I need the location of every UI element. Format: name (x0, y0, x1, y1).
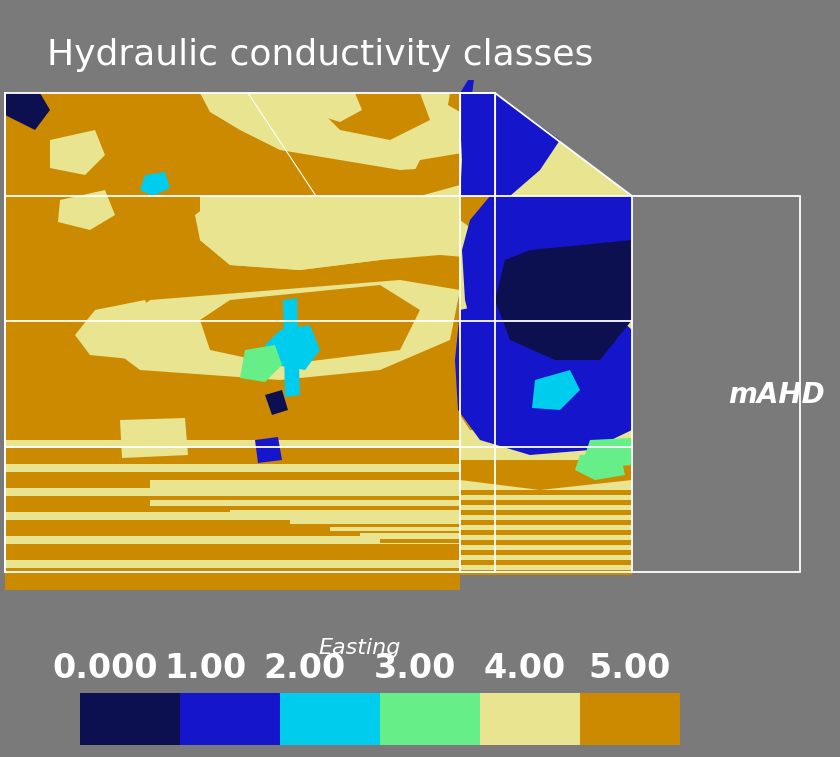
Polygon shape (460, 500, 632, 505)
Polygon shape (5, 93, 632, 196)
Polygon shape (100, 280, 460, 380)
Text: 0.000: 0.000 (52, 652, 158, 684)
Polygon shape (200, 93, 632, 196)
Polygon shape (200, 196, 460, 270)
Text: 1.00: 1.00 (164, 652, 246, 684)
Text: 2.00: 2.00 (264, 652, 346, 684)
Polygon shape (460, 490, 632, 495)
Polygon shape (460, 80, 474, 93)
Polygon shape (460, 196, 632, 572)
Polygon shape (5, 440, 460, 448)
Polygon shape (460, 550, 632, 555)
Polygon shape (495, 93, 632, 572)
Polygon shape (265, 325, 320, 370)
Polygon shape (580, 693, 680, 745)
Polygon shape (585, 438, 632, 468)
Polygon shape (460, 390, 632, 435)
Polygon shape (460, 93, 560, 196)
Polygon shape (290, 520, 460, 524)
Polygon shape (120, 418, 188, 458)
Polygon shape (330, 527, 460, 531)
Polygon shape (460, 520, 632, 525)
Polygon shape (462, 196, 632, 380)
Polygon shape (5, 93, 50, 130)
Polygon shape (460, 540, 632, 545)
Polygon shape (255, 437, 282, 463)
Polygon shape (320, 93, 430, 140)
Polygon shape (50, 130, 105, 175)
Polygon shape (460, 530, 632, 535)
Polygon shape (460, 460, 632, 490)
Polygon shape (360, 533, 460, 537)
Polygon shape (308, 93, 362, 122)
Polygon shape (150, 500, 460, 506)
Polygon shape (5, 560, 460, 568)
Text: 4.00: 4.00 (484, 652, 566, 684)
Polygon shape (180, 693, 280, 745)
Polygon shape (460, 196, 632, 240)
Polygon shape (575, 452, 625, 480)
Polygon shape (195, 175, 632, 270)
Text: 5.00: 5.00 (589, 652, 671, 684)
Polygon shape (283, 298, 300, 397)
Polygon shape (80, 693, 180, 745)
Polygon shape (5, 572, 460, 590)
Polygon shape (5, 196, 632, 572)
Polygon shape (140, 172, 170, 196)
Polygon shape (200, 285, 420, 365)
Polygon shape (5, 536, 460, 544)
Polygon shape (150, 480, 460, 492)
Polygon shape (240, 345, 282, 382)
Polygon shape (5, 488, 460, 496)
Polygon shape (58, 190, 115, 230)
Polygon shape (495, 240, 632, 360)
Polygon shape (465, 85, 473, 93)
Text: 3.00: 3.00 (374, 652, 456, 684)
Polygon shape (5, 464, 460, 472)
Polygon shape (415, 150, 500, 185)
Polygon shape (455, 290, 632, 455)
Polygon shape (265, 390, 288, 415)
Polygon shape (448, 93, 495, 115)
Polygon shape (5, 512, 460, 520)
Polygon shape (460, 560, 632, 565)
Polygon shape (532, 370, 580, 410)
Text: Hydraulic conductivity classes: Hydraulic conductivity classes (47, 38, 593, 72)
Polygon shape (480, 693, 580, 745)
Polygon shape (75, 300, 160, 360)
Polygon shape (280, 693, 380, 745)
Polygon shape (380, 539, 460, 543)
Polygon shape (460, 570, 632, 575)
Polygon shape (460, 93, 632, 196)
Text: Easting: Easting (319, 638, 402, 658)
Text: mAHD: mAHD (728, 381, 825, 409)
Polygon shape (460, 510, 632, 515)
Polygon shape (380, 693, 480, 745)
Polygon shape (230, 510, 460, 516)
